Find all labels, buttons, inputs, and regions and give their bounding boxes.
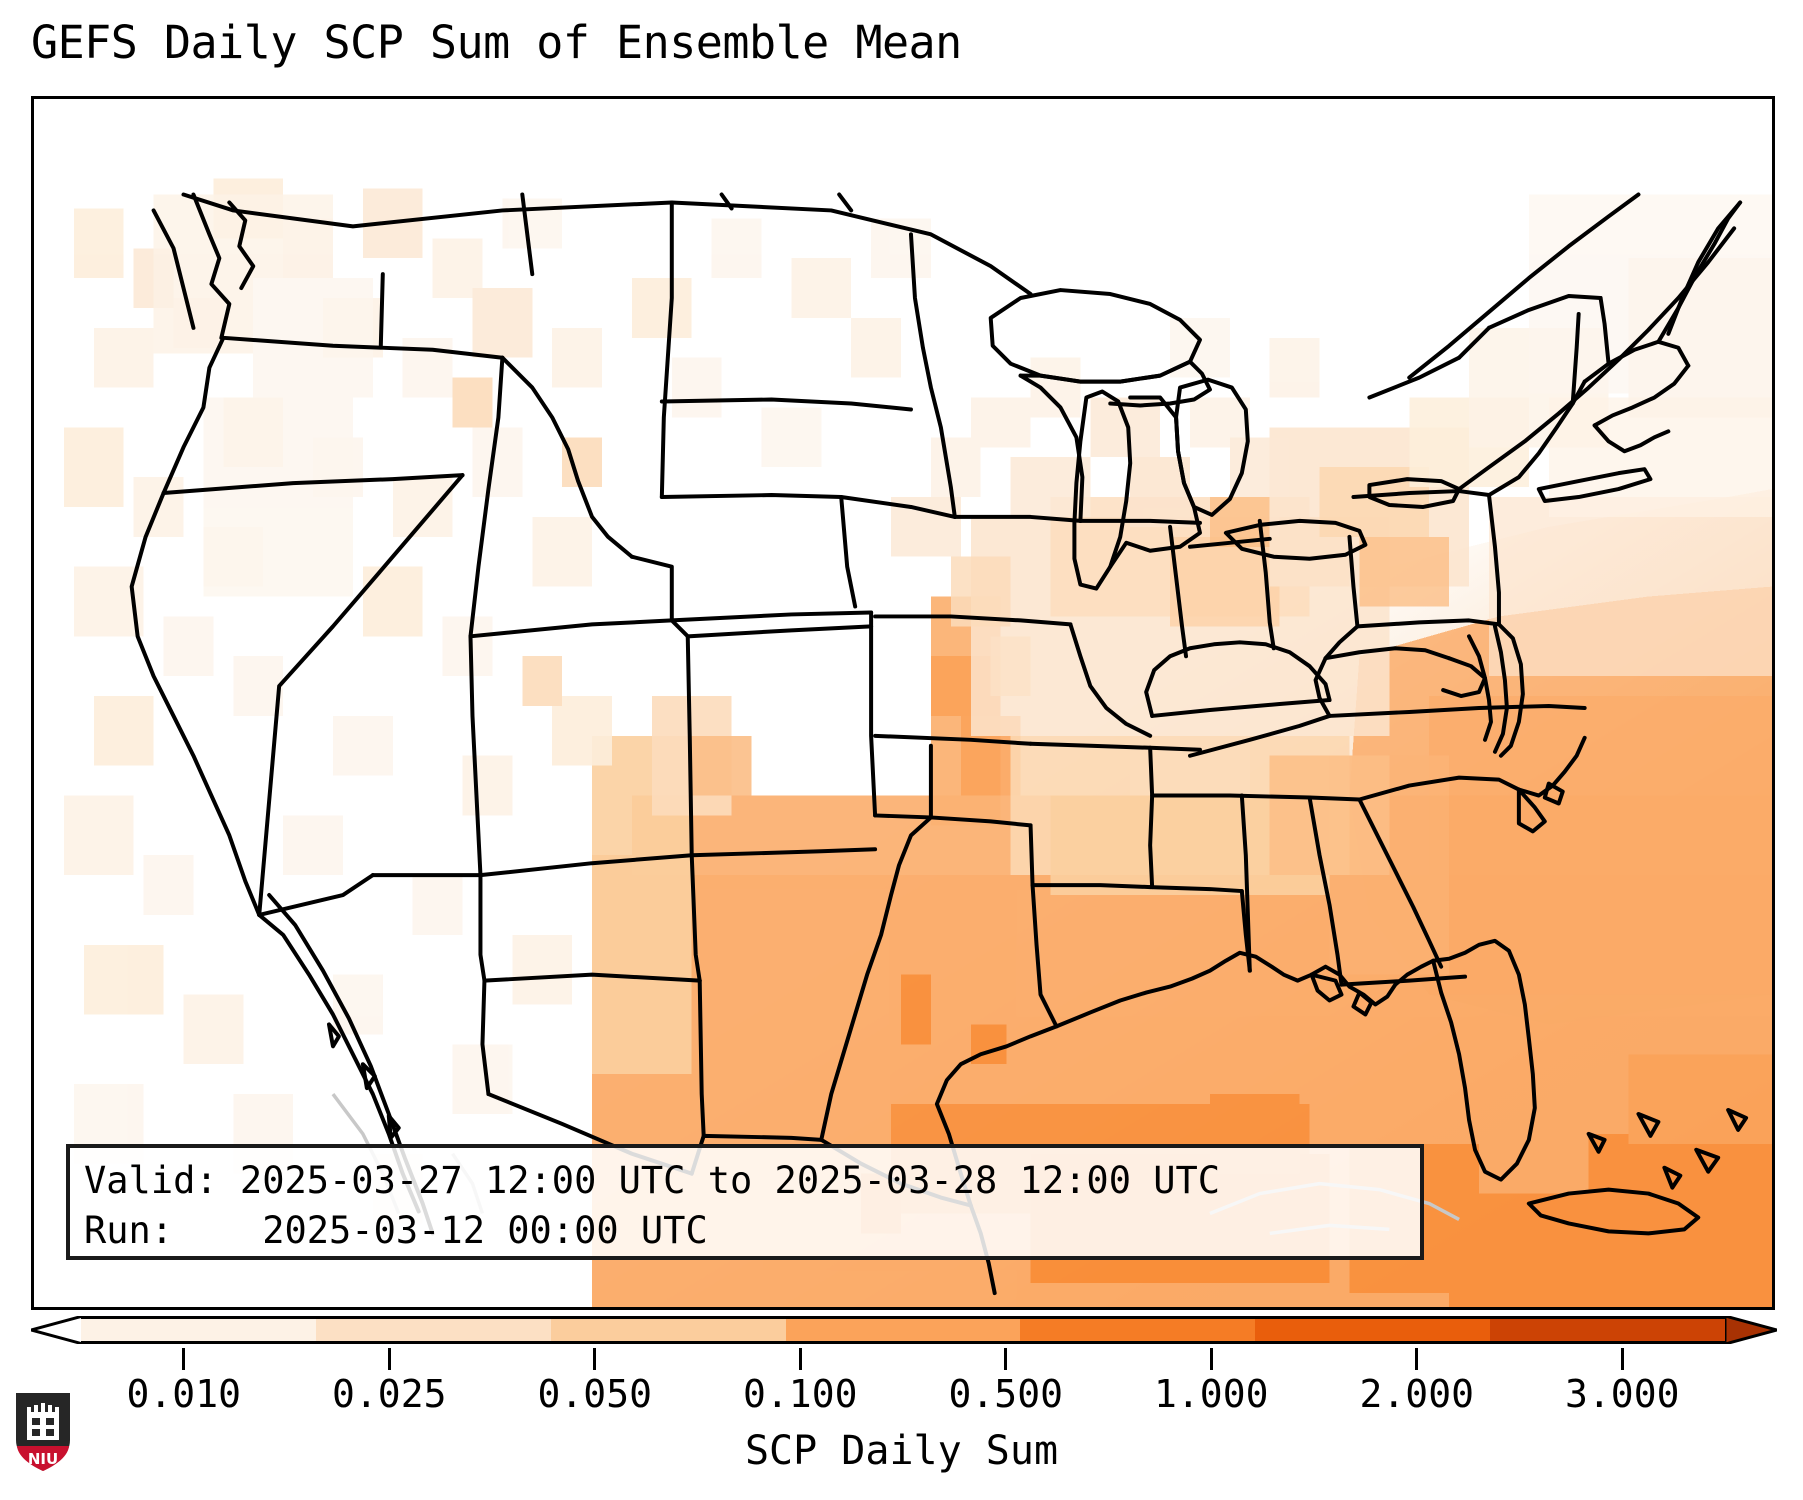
niu-logo-text: NIU [28,1450,58,1468]
colorbar-tick-label-3: 0.100 [743,1372,858,1416]
colorbar-over-arrow [1725,1316,1777,1344]
colorbar-tick-label-5: 1.000 [1154,1372,1269,1416]
colorbar [31,1316,1777,1348]
colorbar-axis-label: SCP Daily Sum [744,1428,1059,1474]
page-title: GEFS Daily SCP Sum of Ensemble Mean [31,16,962,69]
forecast-info-box: Valid: 2025-03-27 12:00 UTC to 2025-03-2… [66,1144,1424,1260]
colorbar-tick-5 [1209,1348,1213,1370]
colorbar-band-6 [1490,1319,1726,1341]
colorbar-tick-label-7: 3.000 [1565,1372,1680,1416]
colorbar-band-3 [785,1319,1021,1341]
valid-time-line: Valid: 2025-03-27 12:00 UTC to 2025-03-2… [84,1159,1221,1202]
colorbar-tick-label-6: 2.000 [1359,1372,1474,1416]
colorbar-tick-label-4: 0.500 [948,1372,1063,1416]
colorbar-ticks [31,1348,1775,1370]
colorbar-tick-3 [798,1348,802,1370]
map-borders-layer [129,192,1749,1296]
niu-logo: NIU [14,1391,72,1474]
colorbar-tick-labels: 0.010 0.025 0.050 0.100 0.500 1.000 2.000 3.000 [0,1372,1803,1420]
colorbar-tick-label-0: 0.010 [126,1372,241,1416]
colorbar-tick-label-2: 0.050 [537,1372,652,1416]
colorbar-band-0 [81,1319,316,1341]
map-axes [31,96,1775,1310]
colorbar-band-1 [315,1319,551,1341]
colorbar-band-2 [550,1319,786,1341]
colorbar-tick-6 [1415,1348,1419,1370]
colorbar-under-arrow [31,1316,83,1344]
colorbar-tick-4 [1004,1348,1008,1370]
map-clip [34,99,1772,1307]
colorbar-tick-7 [1620,1348,1624,1370]
run-time-line: Run: 2025-03-12 00:00 UTC [84,1209,708,1252]
colorbar-tick-label-1: 0.025 [332,1372,447,1416]
colorbar-tick-2 [593,1348,597,1370]
colorbar-tick-0 [182,1348,186,1370]
colorbar-tick-1 [387,1348,391,1370]
colorbar-band-5 [1255,1319,1491,1341]
colorbar-gradient [81,1316,1726,1344]
colorbar-band-4 [1020,1319,1256,1341]
